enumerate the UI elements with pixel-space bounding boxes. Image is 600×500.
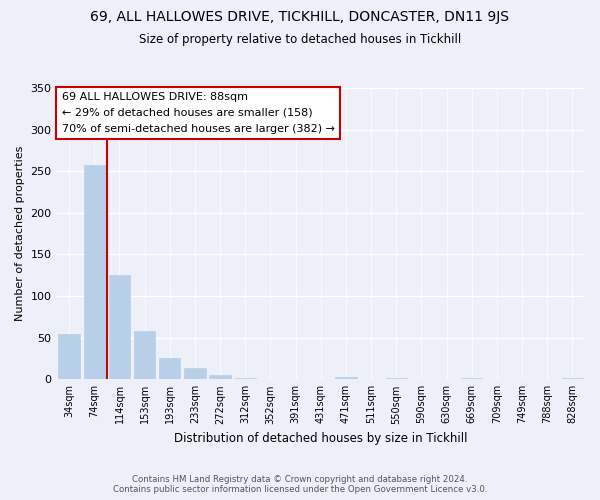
Bar (209, 375, 231, 380)
Bar (461, 378, 482, 380)
Bar (109, 276, 130, 380)
Text: Contains HM Land Registry data © Crown copyright and database right 2024.
Contai: Contains HM Land Registry data © Crown c… (113, 474, 487, 494)
Bar (184, 368, 206, 380)
Bar (335, 377, 356, 380)
Bar (159, 358, 181, 380)
Y-axis label: Number of detached properties: Number of detached properties (15, 146, 25, 322)
Bar (134, 331, 155, 380)
X-axis label: Distribution of detached houses by size in Tickhill: Distribution of detached houses by size … (174, 432, 467, 445)
Text: Size of property relative to detached houses in Tickhill: Size of property relative to detached ho… (139, 32, 461, 46)
Bar (83, 166, 105, 380)
Bar (562, 378, 583, 380)
Bar (235, 378, 256, 380)
Text: 69 ALL HALLOWES DRIVE: 88sqm
← 29% of detached houses are smaller (158)
70% of s: 69 ALL HALLOWES DRIVE: 88sqm ← 29% of de… (62, 92, 335, 134)
Text: 69, ALL HALLOWES DRIVE, TICKHILL, DONCASTER, DN11 9JS: 69, ALL HALLOWES DRIVE, TICKHILL, DONCAS… (91, 10, 509, 24)
Bar (58, 334, 80, 380)
Bar (386, 378, 407, 380)
